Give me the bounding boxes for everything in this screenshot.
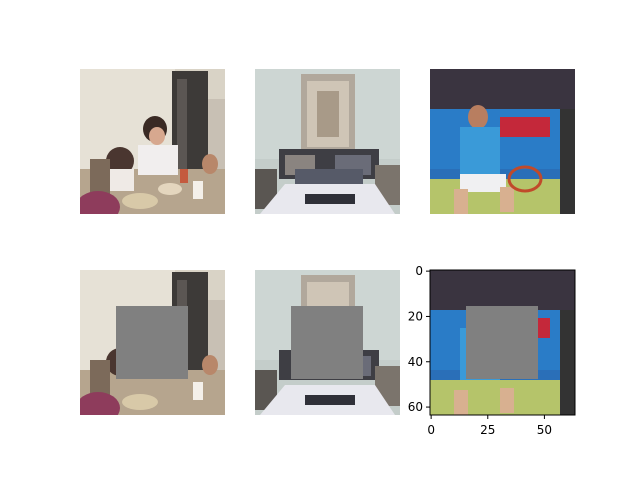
tennis-player-image	[430, 69, 575, 214]
y-tick-label: 60	[408, 400, 423, 414]
gray-mask	[116, 306, 188, 379]
family-dinner-image	[80, 69, 225, 214]
y-tick-label: 20	[408, 309, 423, 323]
bedroom-image-masked	[255, 270, 400, 415]
x-tick-label: 0	[427, 423, 435, 437]
x-tick-label: 50	[537, 423, 552, 437]
y-axis-ticks: 0 20 40 60	[408, 264, 430, 414]
y-tick-label: 0	[415, 264, 423, 278]
x-axis-ticks: 0 25 50	[427, 415, 552, 437]
y-tick-label: 40	[408, 355, 423, 369]
bedroom-image	[255, 69, 400, 214]
axes-frame	[429, 269, 576, 416]
gray-mask	[466, 306, 538, 379]
gray-mask	[291, 306, 363, 379]
x-tick-label: 25	[480, 423, 495, 437]
family-dinner-image-masked	[80, 270, 225, 415]
tennis-player-image-masked	[430, 270, 575, 415]
